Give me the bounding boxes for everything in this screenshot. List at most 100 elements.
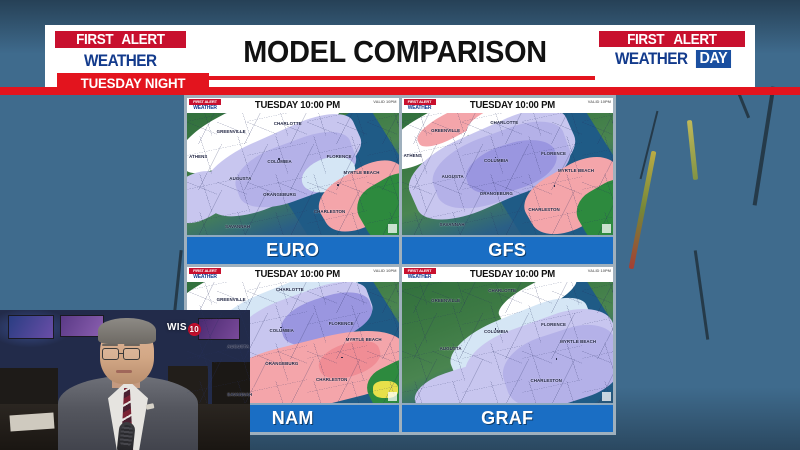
map-header-bar: FIRST ALERT WEATHER TUESDAY 10:00 PM	[187, 98, 399, 113]
city-label: ATHENS	[403, 152, 422, 158]
city-label: AUGUSTA	[229, 175, 252, 181]
city-label: COLUMBIA	[483, 329, 509, 335]
city-label: ORANGEBURG	[265, 360, 299, 366]
model-name: EURO	[266, 239, 320, 260]
anchor-video-inset[interactable]: WIS 10	[0, 310, 250, 450]
logo-weather-row: WEATHER	[53, 50, 188, 71]
city-label: SAVANNAH	[225, 223, 251, 229]
microphone-icon	[116, 421, 136, 450]
logo-word-first: FIRST	[75, 31, 114, 48]
city-dot	[337, 183, 339, 186]
city-label: CHARLOTTE	[490, 119, 519, 125]
city-dot	[494, 156, 497, 159]
weather-map-graf[interactable]: FIRST ALERT WEATHER TUESDAY 10:00 PM VAL…	[401, 266, 613, 403]
city-label: COLUMBIA	[483, 158, 509, 164]
city-dot	[280, 326, 282, 329]
weather-map-gfs[interactable]: FIRST ALERT WEATHER TUESDAY 10:00 PM VAL…	[401, 98, 613, 235]
model-label-bar-graf: GRAF	[401, 403, 613, 432]
city-dot	[555, 357, 558, 360]
model-label-bar-gfs: GFS	[401, 234, 613, 264]
city-label: AUGUSTA	[227, 344, 250, 350]
logo-word-first: FIRST	[627, 30, 665, 48]
map-valid-stamp: VALID 10PM	[587, 267, 611, 273]
anchor-eyebrow	[102, 344, 118, 346]
map-corner-marker	[387, 392, 397, 401]
station-logo: WIS 10	[167, 322, 201, 336]
city-label: FLORENCE	[328, 321, 354, 327]
plant-stem	[686, 119, 699, 181]
weather-map-euro[interactable]: FIRST ALERT WEATHER TUESDAY 10:00 PM VAL…	[187, 98, 399, 235]
city-label: ATHENS	[189, 153, 208, 159]
first-alert-weather-logo: FIRST ALERT WEATHER	[53, 29, 188, 71]
map-corner-marker	[602, 223, 611, 233]
mini-logo-line2: WEATHER	[189, 105, 221, 112]
mini-logo-line2: WEATHER	[403, 273, 436, 281]
city-label: SAVANNAH	[227, 392, 253, 398]
city-dot	[341, 356, 343, 359]
model-label-bar-euro: EURO	[187, 234, 399, 264]
mini-first-alert-weather-logo: FIRST ALERT WEATHER	[403, 99, 436, 112]
branch-silhouette	[693, 250, 710, 340]
city-label: FLORENCE	[541, 151, 567, 157]
city-label: CHARLOTTE	[273, 121, 302, 127]
map-valid-stamp: VALID 10PM	[587, 99, 611, 104]
mini-first-alert-weather-logo: FIRST ALERT WEATHER	[189, 99, 221, 112]
logo-word-weather: WEATHER	[614, 49, 688, 68]
logo-first-alert-row: FIRST ALERT	[53, 29, 188, 50]
first-alert-weather-day-logo: FIRST ALERT WEATHER DAY	[597, 29, 747, 69]
logo-word-day: DAY	[696, 50, 732, 68]
city-label: CHARLESTON	[316, 377, 348, 383]
city-label: FLORENCE	[326, 153, 352, 159]
city-label: MYRTLE BEACH	[558, 167, 595, 173]
city-label: GREENVILLE	[216, 296, 246, 302]
title-underline	[195, 76, 595, 80]
logo-first-alert-row: FIRST ALERT	[597, 29, 747, 49]
desk-equipment	[212, 362, 250, 408]
map-header-bar: FIRST ALERT WEATHER TUESDAY 10:00 PM	[187, 266, 399, 282]
model-panel-euro[interactable]: FIRST ALERT WEATHER TUESDAY 10:00 PM VAL…	[187, 98, 399, 264]
city-label: ORANGEBURG	[479, 190, 513, 196]
eyeglass-bridge	[119, 353, 123, 355]
eyeglass-lens	[102, 348, 119, 360]
map-timestamp: TUESDAY 10:00 PM	[469, 100, 555, 111]
eyeglass-lens	[123, 348, 140, 360]
city-label: FLORENCE	[541, 322, 567, 328]
newsroom-monitor	[198, 318, 240, 340]
city-label: AUGUSTA	[439, 345, 462, 351]
map-corner-marker	[602, 392, 611, 401]
branch-silhouette	[639, 110, 659, 180]
model-name: GFS	[488, 239, 527, 260]
map-valid-stamp: VALID 10PM	[373, 99, 397, 104]
map-header-bar: FIRST ALERT WEATHER TUESDAY 10:00 PM	[401, 266, 613, 282]
red-divider-bar	[0, 87, 800, 95]
mini-logo-line1: FIRST ALERT	[403, 99, 436, 105]
model-panel-graf[interactable]: FIRST ALERT WEATHER TUESDAY 10:00 PM VAL…	[401, 266, 613, 432]
mini-logo-line2: WEATHER	[403, 105, 436, 112]
city-dot	[494, 327, 497, 330]
map-timestamp: TUESDAY 10:00 PM	[254, 268, 340, 280]
map-timestamp: TUESDAY 10:00 PM	[469, 268, 555, 280]
plant-stem	[628, 150, 657, 270]
logo-word-alert: ALERT	[673, 30, 717, 48]
logo-word-alert: ALERT	[121, 31, 166, 48]
anchor-hair	[98, 318, 156, 344]
mini-logo-line1: FIRST ALERT	[189, 267, 221, 274]
map-header-bar: FIRST ALERT WEATHER TUESDAY 10:00 PM	[401, 98, 613, 113]
city-label: MYRTLE BEACH	[560, 338, 597, 344]
mini-first-alert-weather-logo: FIRST ALERT WEATHER	[403, 267, 436, 281]
city-label: GREENVILLE	[431, 297, 461, 303]
mini-logo-line1: FIRST ALERT	[403, 267, 436, 274]
model-panel-gfs[interactable]: FIRST ALERT WEATHER TUESDAY 10:00 PM VAL…	[401, 98, 613, 264]
newsroom-monitor	[8, 315, 54, 339]
city-label: CHARLESTON	[530, 378, 562, 384]
city-label: AUGUSTA	[441, 174, 464, 180]
model-name: GRAF	[481, 408, 534, 428]
city-label: MYRTLE BEACH	[345, 337, 382, 343]
mini-logo-line1: FIRST ALERT	[189, 99, 221, 105]
city-label: MYRTLE BEACH	[343, 170, 380, 176]
map-corner-marker	[387, 223, 397, 233]
city-label: CHARLOTTE	[488, 288, 517, 294]
station-channel-badge: 10	[187, 323, 201, 336]
daypart-banner: TUESDAY NIGHT	[57, 73, 209, 93]
map-timestamp: TUESDAY 10:00 PM	[254, 100, 340, 111]
